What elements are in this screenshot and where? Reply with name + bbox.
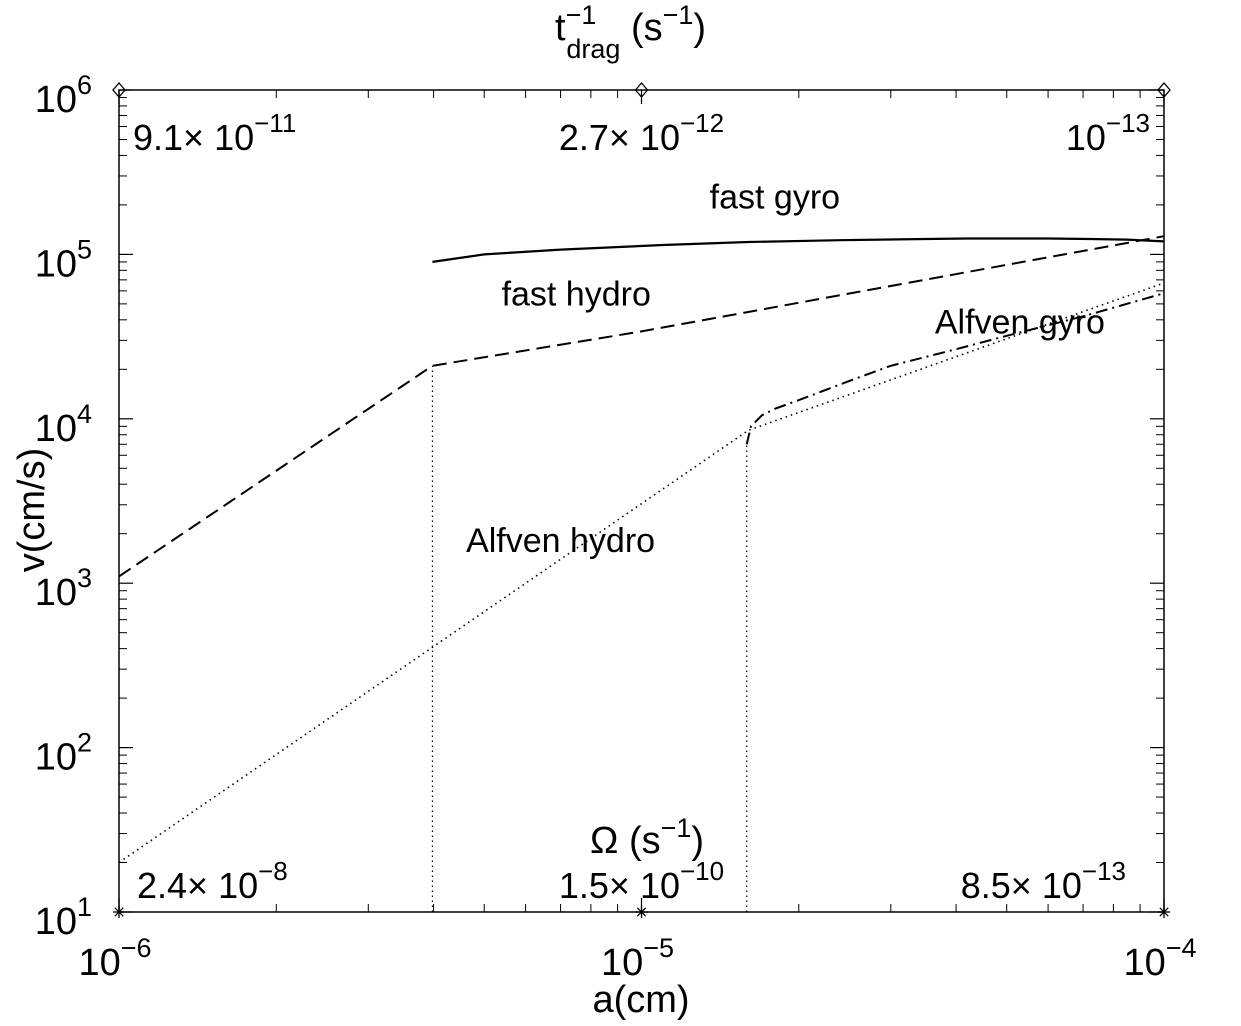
- x-tick-label: 10−6: [78, 933, 151, 984]
- y-tick-label: 105: [35, 234, 92, 285]
- asterisk-marker: [1158, 906, 1170, 918]
- top-axis-label: t−1 drag (s−1): [555, 0, 706, 64]
- diamond-marker: [634, 82, 649, 98]
- asterisk-marker: [635, 906, 648, 918]
- y-tick-label: 104: [35, 399, 92, 450]
- major-ticks: [118, 89, 1165, 913]
- x-axis-label: a(cm): [592, 979, 689, 1021]
- series-line-alfven-gyro: [745, 292, 1165, 445]
- y-axis-label: v(cm/s): [11, 448, 53, 573]
- bottom-annotation: 8.5× 10−13: [961, 856, 1126, 906]
- diamond-marker: [112, 82, 126, 98]
- top-annotation: 2.7× 10−12: [559, 108, 724, 158]
- series-line-fast-gyro: [432, 237, 1165, 263]
- plot-frame: [118, 89, 1165, 913]
- x-tick-label: 10−4: [1123, 933, 1196, 984]
- asterisk-marker: [113, 906, 125, 918]
- minor-ticks: [119, 90, 1164, 912]
- x-tick-label: 10−5: [601, 933, 674, 984]
- series-line-alfven-hydro: [118, 282, 1165, 864]
- bottom-annotation: 2.4× 10−8: [137, 856, 288, 906]
- curve-label: fast hydro: [502, 275, 651, 313]
- y-tick-label: 106: [35, 70, 92, 121]
- series-layer: [118, 235, 1165, 912]
- y-tick-label: 102: [35, 728, 92, 779]
- marker-layer: [112, 82, 1171, 918]
- curve-label: Alfven gyro: [935, 304, 1105, 342]
- diamond-marker: [1157, 82, 1171, 98]
- omega-axis-label: Ω (s−1): [590, 813, 704, 862]
- curve-label: Alfven hydro: [466, 522, 655, 560]
- top-annotation: 9.1× 10−11: [133, 108, 296, 158]
- text-layer: 10−6 10−5 10−4 101 102 103 104 105 106 a(cm) v(cm/…: [11, 0, 1197, 1021]
- y-tick-label: 101: [35, 892, 92, 943]
- top-annotation: 10−13: [1066, 108, 1150, 158]
- bottom-annotation: 1.5× 10−10: [559, 856, 724, 906]
- curve-label: fast gyro: [710, 179, 840, 217]
- y-tick-label: 103: [35, 563, 92, 614]
- series-line-fast-hydro: [118, 235, 1165, 578]
